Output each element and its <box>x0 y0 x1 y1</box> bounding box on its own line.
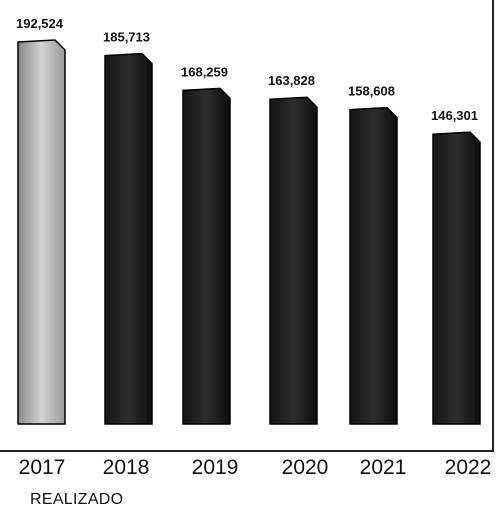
value-label: 158,608 <box>348 84 395 99</box>
bar-shape <box>182 87 231 425</box>
bar-shape <box>349 106 398 425</box>
bar-2021: 158,608 2021 <box>348 84 406 479</box>
bar-shape <box>269 96 318 425</box>
bar-2017: 192,524 2017 <box>16 16 66 479</box>
bar-2022: 146,301 2022 <box>431 108 491 479</box>
bar-2020: 163,828 2020 <box>268 73 328 479</box>
bar-shape <box>432 131 481 425</box>
value-label: 192,524 <box>16 16 64 31</box>
value-label: 185,713 <box>103 30 150 45</box>
bar-shape <box>17 39 66 425</box>
bar-2019: 168,259 2019 <box>181 64 238 479</box>
frame-right-border <box>492 0 494 452</box>
category-label: 2018 <box>103 456 150 479</box>
value-label: 163,828 <box>268 73 315 88</box>
bar-2018: 185,713 2018 <box>103 30 153 479</box>
category-label: 2022 <box>445 456 492 479</box>
frame-bottom-border <box>0 450 494 452</box>
category-label: 2019 <box>192 456 239 479</box>
value-label: 146,301 <box>431 108 478 123</box>
bar-shape <box>104 52 153 425</box>
category-label: 2021 <box>360 456 407 479</box>
x-axis-title: REALIZADO <box>30 491 124 508</box>
category-label: 2017 <box>19 456 66 479</box>
value-label: 168,259 <box>181 64 228 79</box>
category-label: 2020 <box>282 456 329 479</box>
